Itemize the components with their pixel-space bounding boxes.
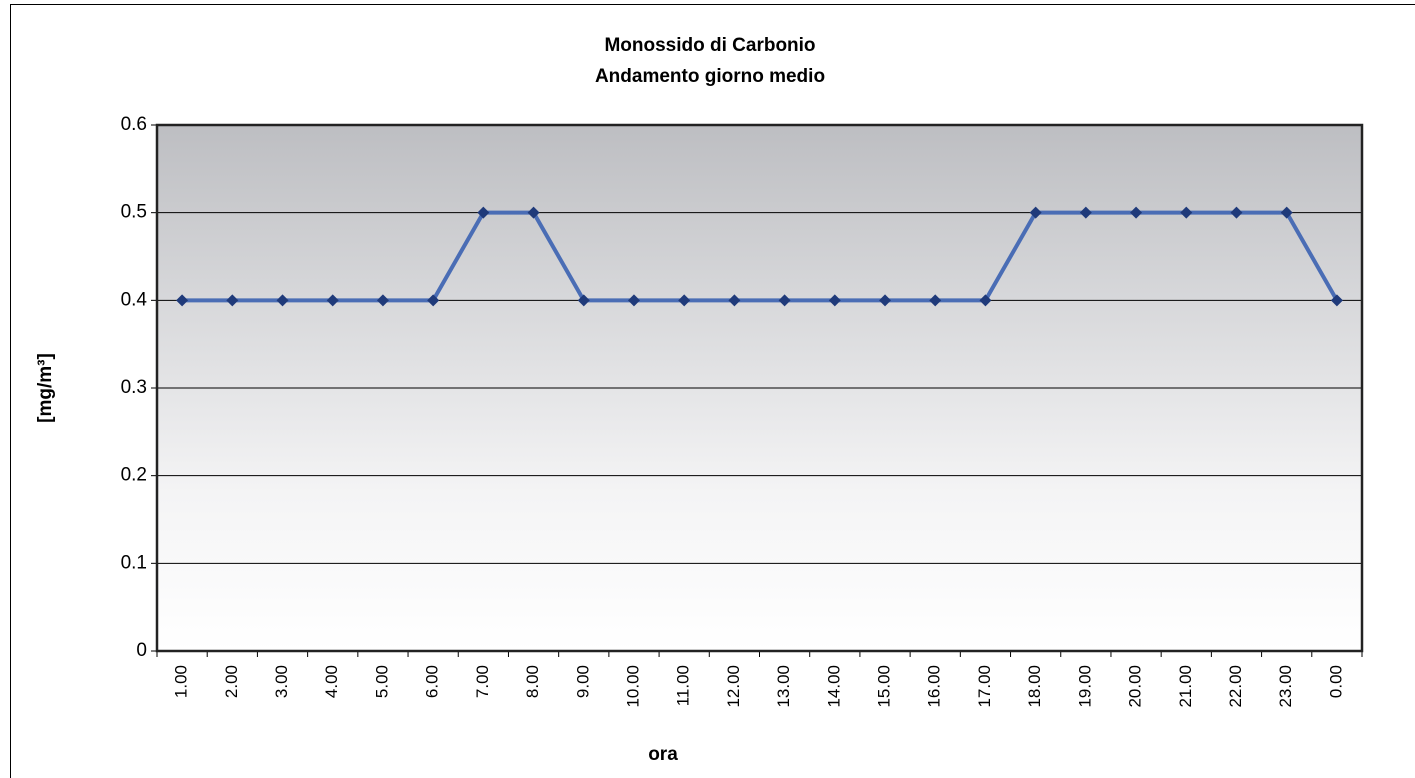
x-tick-label: 22.00 (1226, 665, 1245, 708)
marker (627, 294, 640, 307)
x-tick-label: 23.00 (1276, 665, 1295, 708)
x-tick-label: 3.00 (272, 665, 291, 698)
x-tick-label: 1.00 (172, 665, 191, 698)
x-tick-label: 11.00 (674, 665, 693, 706)
marker (1079, 206, 1092, 219)
marker (778, 294, 791, 307)
marker (728, 294, 741, 307)
y-axis-label: [mg/m³] (35, 353, 56, 423)
x-tick-label: 16.00 (925, 665, 944, 708)
marker (1029, 206, 1042, 219)
marker (1280, 206, 1293, 219)
marker (326, 294, 339, 307)
marker (427, 294, 440, 307)
x-tick-label: 6.00 (423, 665, 442, 698)
marker (276, 294, 289, 307)
x-tick-label: 12.00 (724, 665, 743, 708)
x-tick-label: 5.00 (372, 665, 391, 698)
chart-frame (10, 4, 1415, 778)
y-tick-label: 0.2 (121, 465, 147, 486)
x-tick-label: 18.00 (1025, 665, 1044, 708)
y-tick-label: 0.3 (121, 377, 147, 398)
marker (527, 206, 540, 219)
y-tick-label: 0.1 (121, 552, 147, 573)
marker (678, 294, 691, 307)
y-tick-label: 0.5 (121, 202, 147, 223)
x-tick-label: 14.00 (824, 665, 843, 708)
x-tick-label: 15.00 (875, 665, 894, 708)
x-tick-label: 10.00 (623, 665, 642, 708)
marker (1180, 206, 1193, 219)
marker (1130, 206, 1143, 219)
x-tick-label: 13.00 (774, 665, 793, 708)
marker (376, 294, 389, 307)
chart-subtitle: Andamento giorno medio (595, 66, 825, 87)
x-axis-label: ora (648, 744, 678, 765)
x-tick-label: 20.00 (1126, 665, 1145, 708)
marker (577, 294, 590, 307)
x-tick-label: 8.00 (523, 665, 542, 698)
y-tick-label: 0.4 (121, 289, 148, 310)
x-tick-label: 21.00 (1176, 665, 1195, 708)
line (182, 210, 1339, 303)
plot-border (155, 123, 1364, 653)
marker (929, 294, 942, 307)
y-tick-label: 0.6 (121, 114, 147, 135)
chart-title: Monossido di Carbonio (604, 35, 815, 56)
y-tick-label: 0 (136, 640, 147, 661)
x-tick-label: 7.00 (473, 665, 492, 698)
marker (1230, 206, 1243, 219)
x-tick-label: 4.00 (322, 665, 341, 698)
x-tick-label: 2.00 (222, 665, 241, 698)
x-tick-label: 17.00 (975, 665, 994, 708)
marker (226, 294, 239, 307)
marker (828, 294, 841, 307)
x-tick-label: 0.00 (1326, 665, 1345, 698)
marker (176, 294, 189, 307)
marker (979, 294, 992, 307)
x-tick-label: 19.00 (1075, 665, 1094, 708)
marker (477, 206, 490, 219)
marker (879, 294, 892, 307)
marker (1330, 294, 1343, 307)
x-tick-label: 9.00 (573, 665, 592, 698)
